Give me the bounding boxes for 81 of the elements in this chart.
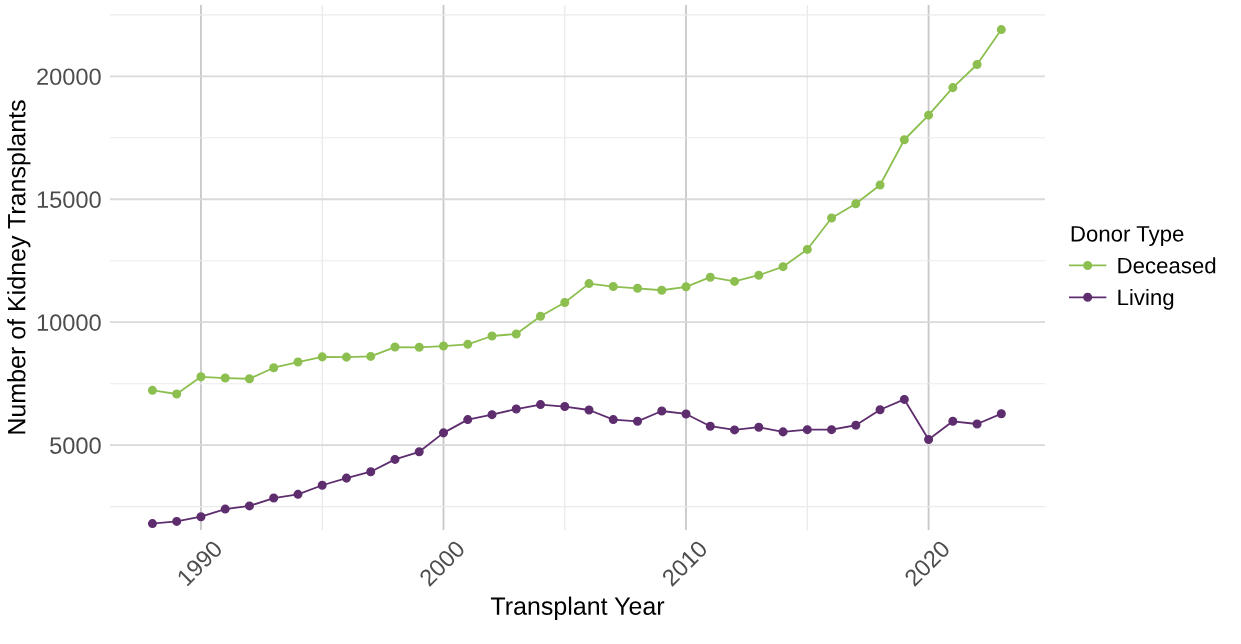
point [196, 512, 206, 522]
point [972, 419, 982, 429]
point [220, 504, 230, 514]
point [366, 351, 376, 361]
point [390, 342, 400, 352]
point [438, 341, 449, 351]
point [924, 110, 934, 120]
point [341, 352, 351, 362]
point [317, 352, 327, 362]
x-axis-title: Transplant Year [490, 596, 665, 620]
point [341, 473, 351, 483]
point [414, 447, 424, 457]
point [657, 285, 667, 295]
point [511, 404, 521, 414]
point [511, 329, 521, 339]
point [172, 389, 182, 399]
point [584, 405, 594, 415]
point [293, 357, 303, 367]
point [827, 425, 837, 435]
y-tick-label: 10000 [37, 314, 101, 331]
point [948, 83, 958, 93]
point [681, 409, 691, 419]
point [196, 372, 206, 382]
point [996, 409, 1006, 419]
legend-title: Donor Type [1071, 226, 1184, 247]
point [996, 25, 1006, 35]
point [827, 213, 837, 223]
point [463, 339, 473, 349]
point [293, 489, 303, 499]
y-tick-label: 5000 [50, 437, 101, 454]
point [244, 374, 254, 384]
point [390, 454, 400, 464]
point [535, 311, 546, 321]
point [875, 180, 885, 190]
point [633, 283, 643, 293]
point [220, 373, 230, 383]
point [487, 331, 497, 341]
point [172, 516, 182, 526]
point [851, 199, 861, 209]
point [584, 279, 594, 289]
point [438, 428, 449, 438]
point [899, 135, 909, 145]
point [269, 363, 279, 373]
point [463, 415, 473, 425]
point [705, 272, 715, 282]
point [269, 493, 279, 503]
point [730, 425, 740, 435]
point [414, 342, 424, 352]
point [924, 434, 934, 445]
point [366, 467, 376, 477]
point [802, 244, 812, 254]
point [487, 410, 497, 420]
point [608, 282, 618, 292]
point [705, 421, 715, 431]
point [560, 402, 570, 412]
point [778, 262, 788, 272]
point [657, 406, 667, 416]
point [244, 501, 254, 511]
point [802, 425, 812, 435]
point [875, 405, 885, 415]
point [147, 519, 157, 529]
point [608, 415, 618, 425]
point [899, 394, 909, 404]
point [147, 385, 157, 395]
point [851, 420, 861, 430]
point [948, 416, 958, 426]
point [535, 400, 546, 410]
point [730, 276, 740, 286]
legend-label: Deceased [1118, 257, 1216, 274]
point [754, 270, 764, 280]
point [560, 298, 570, 308]
point [778, 427, 788, 437]
legend-label: Living [1118, 288, 1174, 310]
y-tick-label: 15000 [37, 191, 101, 209]
y-axis-title: Number of Kidney Transplants [7, 100, 31, 434]
point [754, 422, 764, 432]
point [972, 59, 982, 70]
point [633, 416, 643, 426]
point [317, 480, 327, 490]
y-tick-label: 20000 [37, 68, 101, 86]
point [681, 282, 691, 292]
